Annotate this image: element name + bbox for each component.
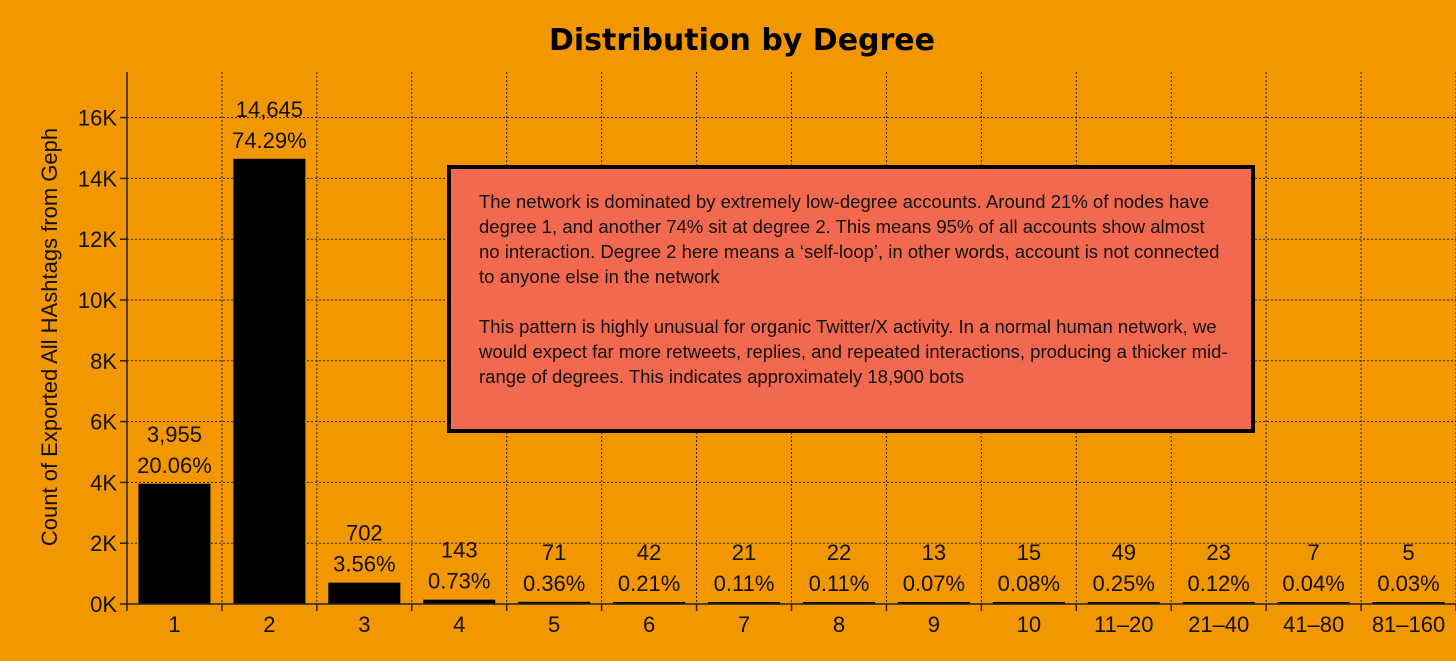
percent-label: 74.29% bbox=[232, 128, 307, 153]
x-axis: 1 2 3 4 5 6 7 8 9 10 11–20 21–40 41–80 81–160 bbox=[126, 603, 1456, 637]
percent-label: 0.21% bbox=[618, 571, 680, 596]
bar-2 bbox=[233, 158, 306, 605]
x-tick-label: 5 bbox=[548, 612, 560, 637]
x-tick-label: 9 bbox=[928, 612, 940, 637]
x-tick-label: 4 bbox=[453, 612, 465, 637]
x-tick-label: 11–20 bbox=[1094, 612, 1154, 637]
y-tick-label: 12K bbox=[78, 227, 117, 252]
x-tick-label: 1 bbox=[168, 612, 180, 637]
value-label: 15 bbox=[1017, 540, 1041, 565]
value-label: 5 bbox=[1402, 540, 1414, 565]
bar-1 bbox=[138, 483, 211, 604]
x-tick-label: 2 bbox=[263, 612, 275, 637]
value-label: 49 bbox=[1112, 540, 1136, 565]
y-axis: 0K 2K 4K 6K 8K 10K 12K 14K 16K bbox=[78, 72, 128, 617]
y-tick-label: 8K bbox=[90, 349, 117, 374]
bar-4 bbox=[423, 599, 496, 604]
value-label: 23 bbox=[1206, 540, 1230, 565]
value-label: 22 bbox=[827, 540, 851, 565]
value-label: 71 bbox=[542, 540, 566, 565]
percent-label: 0.08% bbox=[998, 571, 1060, 596]
chart-title: Distribution by Degree bbox=[549, 23, 935, 58]
bar-5 bbox=[518, 601, 591, 604]
percent-label: 0.12% bbox=[1187, 571, 1249, 596]
annotation-paragraph-1: The network is dominated by extremely lo… bbox=[479, 191, 1220, 287]
value-label: 21 bbox=[732, 540, 756, 565]
annotation-box: The network is dominated by extremely lo… bbox=[447, 165, 1255, 433]
x-tick-label: 6 bbox=[643, 612, 655, 637]
percent-label: 0.73% bbox=[428, 569, 490, 594]
percent-label: 0.36% bbox=[523, 571, 585, 596]
percent-label: 20.06% bbox=[137, 453, 212, 478]
value-label: 13 bbox=[922, 540, 946, 565]
bar-9 bbox=[897, 602, 970, 604]
percent-label: 0.11% bbox=[714, 571, 775, 596]
value-label: 14,645 bbox=[236, 97, 303, 122]
x-tick-label: 81–160 bbox=[1372, 612, 1445, 637]
y-tick-label: 6K bbox=[90, 410, 117, 435]
x-tick-label: 10 bbox=[1017, 612, 1041, 637]
bar-6 bbox=[613, 602, 686, 604]
percent-label: 0.07% bbox=[903, 571, 965, 596]
percent-label: 0.25% bbox=[1093, 571, 1155, 596]
data-labels: 3,955 20.06% 14,645 74.29% 702 3.56% 143 0.73% 7… bbox=[137, 97, 1440, 596]
bar-7 bbox=[708, 602, 781, 604]
percent-label: 3.56% bbox=[333, 552, 395, 577]
bar-21–40 bbox=[1182, 602, 1255, 604]
bar-10 bbox=[992, 602, 1065, 604]
x-tick-label: 7 bbox=[738, 612, 750, 637]
value-label: 42 bbox=[637, 540, 661, 565]
x-tick-label: 21–40 bbox=[1188, 612, 1249, 637]
bar-81–160 bbox=[1372, 602, 1445, 604]
value-label: 3,955 bbox=[147, 422, 202, 447]
percent-label: 0.03% bbox=[1377, 571, 1439, 596]
bar-3 bbox=[328, 582, 401, 604]
bar-41–80 bbox=[1277, 602, 1350, 604]
annotation-paragraph-2: This pattern is highly unusual for organ… bbox=[479, 316, 1228, 387]
x-tick-label: 3 bbox=[358, 612, 370, 637]
y-tick-label: 2K bbox=[90, 531, 117, 556]
y-axis-label: Count of Exported All HAshtags from Geph bbox=[37, 128, 62, 546]
y-tick-label: 10K bbox=[78, 288, 117, 313]
value-label: 702 bbox=[346, 521, 383, 546]
percent-label: 0.11% bbox=[809, 571, 870, 596]
y-tick-label: 4K bbox=[90, 470, 117, 495]
value-label: 143 bbox=[441, 538, 478, 563]
percent-label: 0.04% bbox=[1282, 571, 1344, 596]
y-tick-label: 0K bbox=[90, 592, 117, 617]
x-tick-label: 41–80 bbox=[1283, 612, 1344, 637]
value-label: 7 bbox=[1307, 540, 1319, 565]
bars bbox=[138, 158, 1445, 605]
x-tick-label: 8 bbox=[833, 612, 845, 637]
bar-8 bbox=[802, 602, 875, 604]
bar-11–20 bbox=[1087, 602, 1160, 604]
y-tick-label: 14K bbox=[78, 166, 117, 191]
y-tick-label: 16K bbox=[78, 106, 117, 131]
